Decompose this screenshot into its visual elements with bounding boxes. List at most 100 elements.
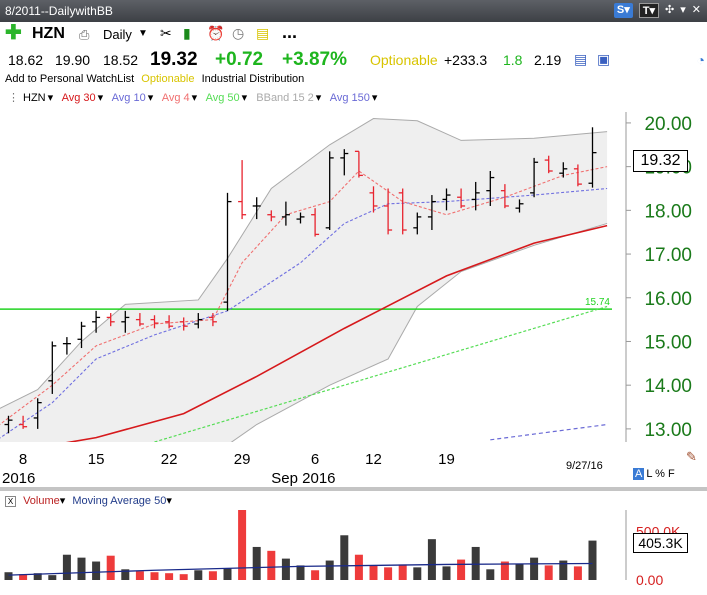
volume-bar [325, 560, 334, 580]
chevron-down-icon[interactable]: ▼ [138, 28, 148, 39]
ohlc-bar [33, 398, 42, 429]
x-tick-label: 22 [161, 451, 178, 468]
volume-bar [33, 573, 42, 580]
ohlc-bar [457, 188, 466, 209]
moving-averages [0, 166, 612, 442]
ohlc-bar [588, 127, 597, 188]
ohlc-bar [398, 188, 407, 235]
ohlc-bar [121, 310, 130, 333]
window-title: 8/2011--DailywithBB [5, 4, 113, 18]
ohlc-bar [267, 210, 276, 222]
ohlc-bar [530, 157, 539, 198]
volume-bar [340, 535, 349, 580]
x-tick-label: 19 [438, 451, 455, 468]
ohlc-bar [573, 164, 582, 187]
ohlc-bar [413, 212, 422, 235]
change-value: +0.72 [215, 49, 264, 70]
alarm-icon[interactable]: ⏰ [207, 25, 225, 41]
volume-bar [223, 568, 232, 580]
volume-bar [150, 572, 159, 580]
volume-bar [442, 566, 451, 580]
legend-grip-icon: ⋮ [8, 92, 19, 104]
volume-bar [165, 573, 174, 580]
price-tick-label: 16.00 [644, 289, 692, 310]
database-icon[interactable]: ▤ [574, 51, 588, 67]
s-icon[interactable]: S▾ [613, 3, 633, 18]
dropdown-icon[interactable]: ▾ [680, 4, 686, 16]
volume-bar [398, 564, 407, 580]
pencil-icon[interactable]: ✎ [686, 449, 697, 464]
volume-bar [588, 540, 597, 580]
ohlc-bar [106, 313, 115, 327]
clock-icon[interactable]: ◷ [232, 25, 245, 41]
legend-avg4[interactable]: Avg 4 [161, 92, 190, 104]
symbol-input[interactable]: HZN [32, 25, 65, 42]
x-tick-label: 29 [234, 451, 251, 468]
volume-bar [515, 564, 524, 580]
vol-ma-label[interactable]: Moving Average 50 [72, 495, 167, 507]
toolbar: ✚ HZN ⎙ Daily ▼ ✂ ▮ ⏰ ◷ ▤ ... [0, 22, 707, 46]
print-icon[interactable]: ⎙ [79, 27, 90, 42]
period-select[interactable]: Daily [103, 27, 132, 42]
add-icon[interactable]: ✚ [5, 22, 22, 44]
ohlc-bar [252, 197, 261, 220]
quote-value-3: 2.19 [534, 52, 562, 68]
avg30-line [65, 224, 608, 442]
quote-value-2: 1.8 [503, 52, 523, 68]
ohlc-bar [369, 186, 378, 213]
ohlc-bar [311, 208, 320, 237]
volume-label[interactable]: Volume [23, 495, 60, 507]
legend-avg10[interactable]: Avg 10 [111, 92, 146, 104]
last-price: 19.32 [150, 49, 198, 70]
bar-chart-icon[interactable]: ▮ [183, 25, 191, 41]
watchlist-link[interactable]: Add to Personal WatchList [5, 73, 135, 85]
auto-scale-button[interactable]: A [633, 468, 645, 480]
ohlc-bar [340, 149, 349, 176]
price-chart[interactable]: 15.7420.0019.0018.0017.0016.0015.0014.00… [0, 107, 707, 595]
scale-mode-label[interactable]: L % F [646, 468, 675, 480]
volume-bar [559, 560, 568, 580]
move-icon[interactable]: ✣ [665, 4, 675, 16]
optionable-tag: Optionable [141, 73, 195, 85]
close-icon[interactable]: ✕ [691, 4, 701, 16]
bband-lower-line [230, 222, 608, 442]
more-button[interactable]: ... [282, 22, 298, 42]
ohlc-bar [427, 195, 436, 231]
ohlc-bar [500, 184, 509, 209]
legend-avg150[interactable]: Avg 150 [329, 92, 370, 104]
avg10-line [0, 187, 608, 439]
bollinger-band [0, 118, 608, 442]
legend-avg30[interactable]: Avg 30 [61, 92, 96, 104]
low-value: 18.52 [103, 52, 139, 68]
save-icon[interactable]: ▣ [597, 51, 611, 67]
volume-bar [354, 554, 363, 580]
ohlc-bar [223, 192, 232, 311]
t-icon[interactable]: T▾ [638, 3, 660, 18]
volume-bar [106, 555, 115, 580]
volume-bar [384, 567, 393, 580]
scroll-right-icon[interactable]: ◔ [696, 52, 705, 68]
tools-icon[interactable]: ✂ [160, 25, 172, 41]
volume-bar [135, 571, 144, 580]
legend-avg50[interactable]: Avg 50 [205, 92, 240, 104]
ohlc-bar [165, 315, 174, 329]
ohlc-bar [325, 151, 334, 231]
price-tick-label: 17.00 [644, 245, 692, 266]
price-tick-label: 18.00 [644, 201, 692, 222]
legend-bband[interactable]: BBand 15 2 [256, 92, 314, 104]
close-pane-icon[interactable]: X [5, 496, 16, 507]
price-tick-label: 14.00 [644, 376, 692, 397]
volume-legend: X Volume▾ Moving Average 50▾ [5, 494, 172, 507]
legend-symbol[interactable]: HZN [23, 92, 46, 104]
avg150-line [490, 423, 608, 441]
note-icon[interactable]: ▤ [256, 25, 270, 41]
last-price-tag: 19.32 [633, 150, 688, 172]
ohlc-bar [135, 313, 144, 327]
ohlc-bar [48, 341, 57, 394]
volume-bar [427, 539, 436, 580]
volume-bar [413, 567, 422, 580]
bband-fill [0, 118, 608, 442]
ohlc-bar [4, 415, 13, 434]
x-tick-label: 6 [311, 451, 319, 468]
